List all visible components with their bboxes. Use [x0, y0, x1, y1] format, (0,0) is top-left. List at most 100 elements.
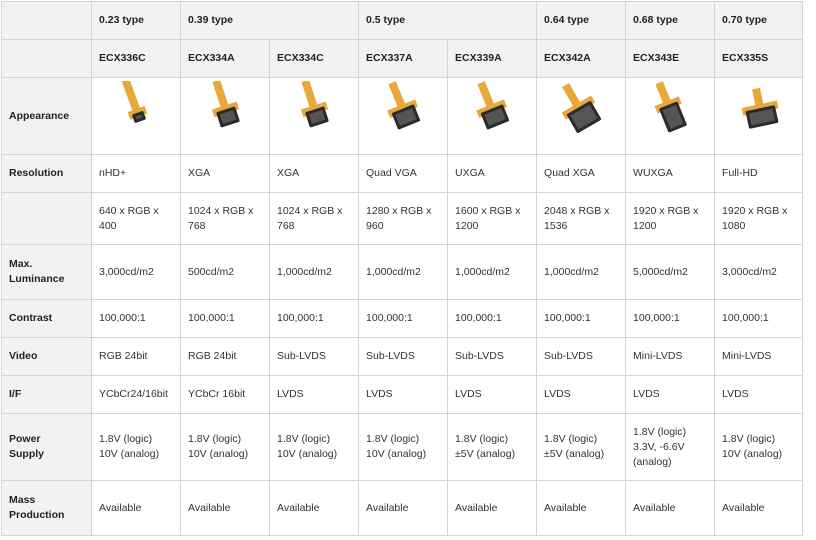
display-glass-shape	[570, 104, 598, 130]
spec-value: 1.8V (logic) 10V (analog)	[91, 413, 181, 481]
spec-value: Available	[358, 480, 449, 536]
spec-value: LVDS	[536, 375, 627, 414]
spec-value: 1,000cd/m2	[268, 244, 360, 300]
spec-value: LVDS	[358, 375, 449, 414]
oled-microdisplay-icon	[476, 81, 510, 130]
row-label: Contrast	[1, 299, 92, 338]
spec-value: Sub-LVDS	[447, 337, 538, 376]
corner-cell	[1, 39, 92, 78]
spec-value: 1024 x RGB x 768	[180, 192, 270, 245]
spec-value: 1.8V (logic) 10V (analog)	[268, 413, 360, 481]
type-header-row: 0.23 type 0.39 type 0.5 type 0.64 type 0.68 …	[1, 1, 804, 40]
model-header: ECX334C	[268, 39, 360, 78]
spec-value: 3,000cd/m2	[714, 244, 804, 300]
spec-value: RGB 24bit	[91, 337, 181, 376]
spec-row-max-luminance: Max. Luminance 3,000cd/m2 500cd/m2 1,000cd/…	[1, 244, 804, 300]
spec-value: Quad XGA	[536, 154, 627, 193]
spec-value: 2048 x RGB x 1536	[536, 192, 627, 245]
type-group-header: 0.23 type	[91, 1, 181, 40]
spec-value: LVDS	[625, 375, 716, 414]
spec-value: 5,000cd/m2	[625, 244, 716, 300]
row-label: Video	[1, 337, 92, 376]
spec-value: 1.8V (logic) ±5V (analog)	[447, 413, 538, 481]
appearance-cell	[536, 77, 627, 155]
spec-row-i-f: I/F YCbCr24/16bit YCbCr 16bit LVDS LVDS LVDS L…	[1, 375, 804, 414]
row-label: Resolution	[1, 154, 92, 193]
spec-value: Mini-LVDS	[625, 337, 716, 376]
spec-value: 1,000cd/m2	[358, 244, 449, 300]
spec-value: Quad VGA	[358, 154, 449, 193]
oled-microdisplay-icon	[741, 87, 779, 129]
appearance-cell	[91, 77, 181, 155]
spec-value: 100,000:1	[625, 299, 716, 338]
spec-value: 3,000cd/m2	[91, 244, 181, 300]
flex-cable-shape	[388, 81, 408, 113]
appearance-cell	[447, 77, 538, 155]
spec-value: Available	[91, 480, 181, 536]
type-group-header: 0.68 type	[625, 1, 716, 40]
spec-value: 100,000:1	[447, 299, 538, 338]
row-label: Power Supply	[1, 413, 92, 481]
model-header: ECX336C	[91, 39, 181, 78]
display-glass-shape	[135, 114, 143, 120]
spec-value: Mini-LVDS	[714, 337, 804, 376]
spec-row-mass-production: Mass Production Available Available Availab…	[1, 480, 804, 536]
display-glass-shape	[749, 108, 776, 126]
spec-value: Available	[180, 480, 270, 536]
spec-table: 0.23 type 0.39 type 0.5 type 0.64 type 0.68 …	[1, 1, 804, 536]
spec-value: Available	[536, 480, 627, 536]
spec-value: 640 x RGB x 400	[91, 192, 181, 245]
model-header-row: ECX336C ECX334A ECX334C ECX337A ECX339A ECX34…	[1, 39, 804, 78]
flex-cable-shape	[477, 81, 497, 113]
spec-value: XGA	[268, 154, 360, 193]
display-glass-shape	[219, 110, 237, 124]
flex-cable-shape	[121, 81, 142, 117]
spec-value: Available	[447, 480, 538, 536]
appearance-cell	[268, 77, 360, 155]
model-header: ECX343E	[625, 39, 716, 78]
spec-value: 100,000:1	[180, 299, 270, 338]
display-glass-shape	[484, 108, 506, 126]
appearance-cell	[625, 77, 716, 155]
spec-value: UXGA	[447, 154, 538, 193]
appearance-cell	[714, 77, 804, 155]
spec-value: 100,000:1	[714, 299, 804, 338]
model-header: ECX339A	[447, 39, 538, 78]
spec-value: 1,000cd/m2	[536, 244, 627, 300]
spec-value: 1,000cd/m2	[447, 244, 538, 300]
spec-value: 100,000:1	[536, 299, 627, 338]
oled-microdisplay-icon	[561, 82, 602, 133]
oled-microdisplay-icon	[211, 81, 240, 128]
spec-value: 500cd/m2	[180, 244, 270, 300]
spec-value: LVDS	[447, 375, 538, 414]
spec-value: 1.8V (logic) ±5V (analog)	[536, 413, 627, 481]
appearance-cell	[358, 77, 449, 155]
spec-value: LVDS	[268, 375, 360, 414]
flex-cable-shape	[301, 81, 319, 113]
spec-value: 100,000:1	[268, 299, 360, 338]
spec-value: Available	[268, 480, 360, 536]
spec-value: 1024 x RGB x 768	[268, 192, 360, 245]
spec-value: LVDS	[714, 375, 804, 414]
appearance-cell	[180, 77, 270, 155]
spec-row-power-supply: Power Supply 1.8V (logic) 10V (analog) 1.8…	[1, 413, 804, 481]
spec-row-video: Video RGB 24bit RGB 24bit Sub-LVDS Sub-LVDS S…	[1, 337, 804, 376]
model-header: ECX337A	[358, 39, 449, 78]
spec-value: 1.8V (logic) 3.3V, -6.6V (analog)	[625, 413, 716, 481]
spec-row-contrast: Contrast 100,000:1 100,000:1 100,000:1 100,0…	[1, 299, 804, 338]
type-group-header: 0.39 type	[179, 1, 360, 40]
flex-cable-shape	[212, 81, 230, 113]
spec-value: RGB 24bit	[180, 337, 270, 376]
oled-microdisplay-icon	[121, 81, 148, 123]
spec-value: 1920 x RGB x 1200	[625, 192, 716, 245]
spec-value: 1280 x RGB x 960	[358, 192, 449, 245]
model-header: ECX335S	[714, 39, 804, 78]
row-label: Mass Production	[1, 480, 92, 536]
display-glass-shape	[308, 110, 326, 124]
spec-value: Sub-LVDS	[536, 337, 627, 376]
spec-value: Full-HD	[714, 154, 804, 193]
display-glass-shape	[395, 108, 417, 126]
row-label: I/F	[1, 375, 92, 414]
spec-value: Sub-LVDS	[268, 337, 360, 376]
row-label-appearance: Appearance	[1, 77, 92, 155]
